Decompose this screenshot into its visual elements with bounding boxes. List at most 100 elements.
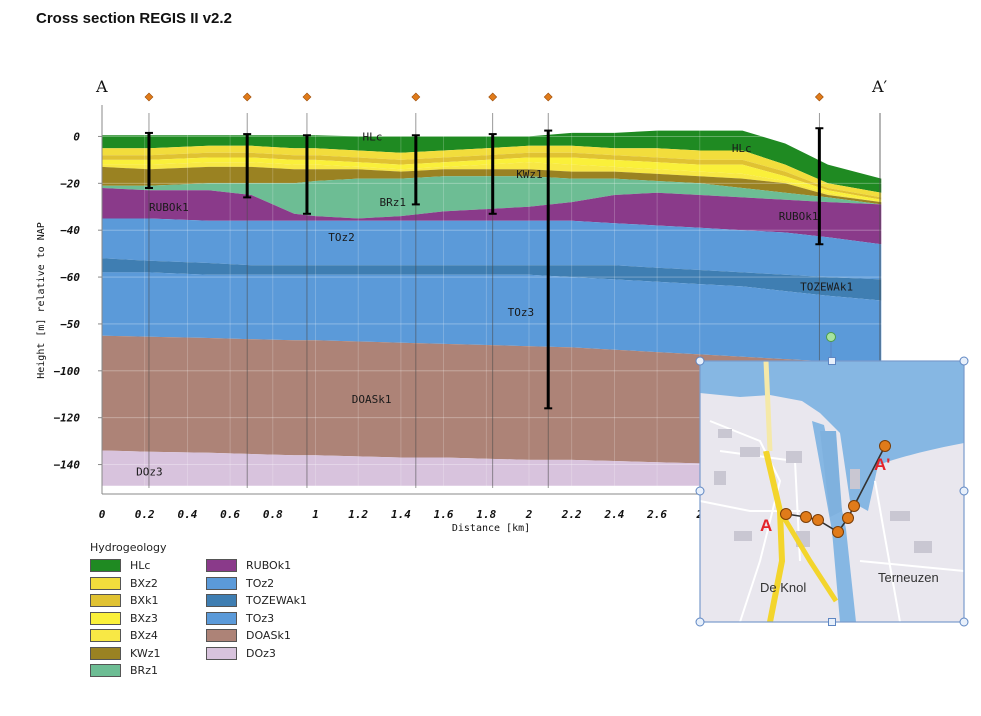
- resize-handle-4[interactable]: [959, 486, 969, 496]
- layer-bxz3: [102, 157, 882, 203]
- resize-handle-0[interactable]: [695, 356, 705, 366]
- layer-kwz1: [102, 166, 882, 205]
- legend-swatch: [90, 576, 121, 590]
- legend-label: KWz1: [130, 646, 161, 660]
- route-point-1: [800, 511, 812, 523]
- y-tick-label-1: −20: [60, 177, 80, 190]
- legend-label: HLc: [130, 559, 151, 572]
- layer-doz3: [102, 450, 882, 486]
- layer-label-4: RUBOk1: [149, 201, 189, 214]
- resize-handle-1[interactable]: [828, 357, 836, 365]
- boreholes: [144, 113, 881, 488]
- layer-label-7: TOZEWAk1: [800, 280, 853, 293]
- layer-label-6: TOz2: [328, 231, 355, 244]
- section-start-label: A: [95, 77, 108, 96]
- layer-label-1: HLc: [732, 142, 752, 155]
- x-tick-label-4: 0.8: [263, 508, 283, 521]
- route-point-4: [842, 512, 854, 524]
- legend-swatch: [206, 611, 237, 625]
- borehole-marker-5[interactable]: [543, 92, 553, 102]
- route-point-6: [879, 440, 891, 452]
- resize-handle-6[interactable]: [828, 618, 836, 626]
- legend-swatch: [90, 629, 121, 642]
- legend-swatch: [90, 664, 121, 677]
- legend-swatch: [90, 646, 121, 660]
- legend-label: TOz3: [246, 611, 275, 625]
- borehole-marker-4[interactable]: [488, 92, 498, 102]
- route-point-2: [812, 514, 824, 526]
- layer-doask1: [102, 335, 882, 467]
- map-place-terneuzen: Terneuzen: [878, 570, 939, 585]
- borehole-marker-6[interactable]: [814, 92, 824, 102]
- layer-label-3: BRz1: [380, 196, 407, 209]
- layer-tozewak1: [102, 258, 882, 301]
- legend-label: DOz3: [246, 646, 276, 660]
- x-tick-label-5: 1: [312, 508, 319, 521]
- legend-label: TOz2: [246, 576, 275, 590]
- legend-label: RUBOk1: [246, 559, 292, 572]
- x-tick-label-1: 0.2: [135, 508, 155, 521]
- layer-toz3: [102, 272, 882, 364]
- route-point-3: [832, 526, 844, 538]
- location-map[interactable]: A A' De Knol Terneuzen: [695, 356, 969, 627]
- x-tick-label-2: 0.4: [177, 508, 197, 521]
- legend-swatch: [206, 629, 237, 642]
- borehole-marker-2[interactable]: [302, 92, 312, 102]
- layer-hlc: [102, 130, 882, 193]
- resize-handle-7[interactable]: [959, 617, 969, 627]
- legend-swatch: [206, 646, 237, 660]
- map-canal: [812, 421, 856, 622]
- map-highway-branch: [777, 509, 839, 603]
- layer-bxz4: [102, 162, 882, 203]
- y-tick-label-2: −40: [60, 224, 80, 237]
- map-buildings: [714, 429, 932, 553]
- map-pale-highway: [763, 360, 773, 452]
- legend-label: BXz3: [130, 611, 158, 625]
- x-tick-label-0: 0: [99, 508, 106, 521]
- borehole-markers: [144, 92, 824, 102]
- layer-labels: HLc HLc KWz1 BRz1 RUBOk1 RUBOk1 TOz2 TOZEWAk1 TO…: [136, 130, 853, 478]
- x-tick-label-8: 1.6: [434, 508, 454, 521]
- layer-label-9: DOASk1: [352, 393, 392, 406]
- y-tick-label-6: −120: [54, 412, 81, 425]
- layer-label-2: KWz1: [516, 168, 543, 181]
- borehole-marker-1[interactable]: [242, 92, 252, 102]
- legend-swatch: [90, 594, 121, 607]
- layer-bxk1: [102, 152, 882, 200]
- route-point-5: [848, 500, 860, 512]
- layer-toz2: [102, 218, 882, 280]
- borehole-marker-0[interactable]: [144, 92, 154, 102]
- map-harbor-basin: [820, 431, 842, 517]
- y-tick-label-5: −100: [54, 365, 81, 378]
- legend-swatch: [90, 611, 121, 625]
- x-tick-label-13: 2.6: [646, 508, 667, 521]
- legend-label: BXk1: [130, 594, 159, 607]
- y-tick-label-4: −50: [60, 318, 80, 331]
- legend-label: TOZEWAk1: [246, 594, 308, 607]
- legend-swatch: [206, 576, 237, 590]
- resize-handle-2[interactable]: [959, 356, 969, 366]
- section-route-points: [780, 440, 891, 538]
- x-tick-label-12: 2.4: [603, 508, 624, 521]
- legend-label: DOASk1: [246, 629, 291, 642]
- legend-label: BXz2: [130, 576, 158, 590]
- layer-label-5: RUBOk1: [779, 210, 819, 223]
- legend-swatch: [206, 559, 237, 572]
- map-highway: [763, 450, 786, 623]
- borehole-marker-3[interactable]: [411, 92, 421, 102]
- axis-ticks: 0 −20 −40 −60 −50 −100 −120 −140 0 0.2 0.4 0.6 0.8 1 1…: [54, 130, 704, 521]
- page-title: Cross section REGIS II v2.2: [36, 10, 232, 27]
- x-tick-label-6: 1.2: [348, 508, 368, 521]
- resize-handle-5[interactable]: [695, 617, 705, 627]
- y-tick-label-0: 0: [73, 130, 80, 143]
- map-road-grid: [699, 420, 965, 623]
- resize-handle-3[interactable]: [695, 486, 705, 496]
- x-tick-label-7: 1.4: [391, 508, 411, 521]
- layer-bxz2: [102, 145, 882, 198]
- map-place-de-knol: De Knol: [760, 580, 806, 595]
- legend-title: Hydrogeology: [90, 541, 167, 554]
- y-tick-label-7: −140: [54, 459, 81, 472]
- y-axis-label: Height [m] relative to NAP: [36, 222, 47, 379]
- legend-swatch: [90, 559, 121, 572]
- map-water: [700, 361, 964, 511]
